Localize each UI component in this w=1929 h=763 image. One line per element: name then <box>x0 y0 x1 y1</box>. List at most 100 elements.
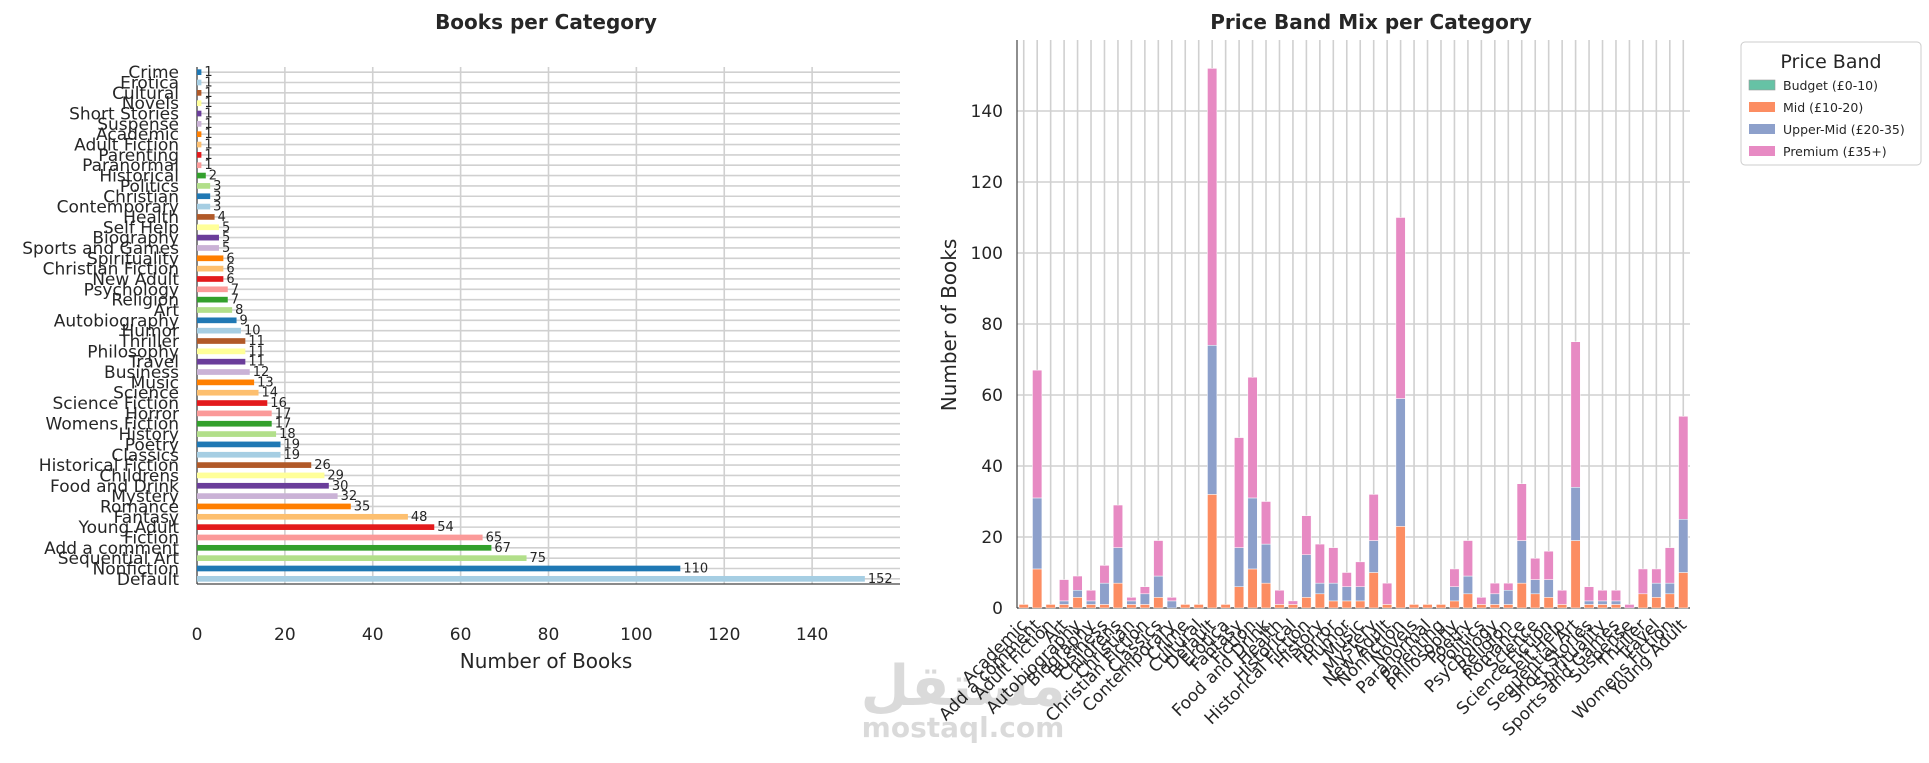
left-bar <box>197 555 527 561</box>
left-value-label: 30 <box>332 479 349 494</box>
left-category-label: Womens Fiction <box>46 415 179 435</box>
left-value-label: 3 <box>213 200 221 215</box>
right-bar-segment <box>1516 483 1527 541</box>
left-value-label: 7 <box>231 293 239 308</box>
right-bar-segment <box>1664 582 1675 595</box>
left-x-tick-label: 120 <box>708 625 740 645</box>
left-bar <box>197 152 202 158</box>
left-category-label: Art <box>154 301 180 321</box>
left-value-label: 152 <box>868 572 893 587</box>
left-value-label: 6 <box>226 251 234 266</box>
right-bar-segment <box>1557 604 1568 609</box>
right-bar-segment <box>1328 582 1339 602</box>
left-category-label: Contemporary <box>57 198 179 218</box>
left-value-label: 1 <box>204 117 212 132</box>
right-bar-segment <box>1018 604 1029 609</box>
right-bar-segment <box>1530 558 1541 580</box>
left-value-label: 5 <box>222 231 230 246</box>
right-bar-segment <box>1651 568 1662 584</box>
right-bar-segment <box>1516 582 1527 609</box>
left-bar <box>197 276 224 282</box>
left-category-label: Politics <box>120 177 179 197</box>
left-bar <box>197 513 408 520</box>
right-bar-segment <box>1032 497 1043 570</box>
left-value-label: 11 <box>248 355 265 370</box>
right-bar-segment <box>1153 597 1164 609</box>
right-bar-segment <box>1489 593 1500 605</box>
left-value-label: 75 <box>530 551 547 566</box>
right-bar-segment <box>1422 604 1433 609</box>
left-category-label: Nonfiction <box>92 559 179 579</box>
left-value-label: 18 <box>279 427 296 442</box>
right-bar-segment <box>1611 604 1621 609</box>
right-bar-segment <box>1368 572 1379 609</box>
right-bar-segment <box>1328 547 1339 584</box>
right-bar-segment <box>1503 582 1514 591</box>
legend-swatch <box>1748 79 1776 91</box>
left-category-label: Christian <box>103 187 179 207</box>
right-bar-segment <box>1382 582 1393 605</box>
left-bar <box>197 534 483 541</box>
left-bar <box>197 214 215 220</box>
right-bar-segment <box>1597 590 1608 602</box>
left-bar <box>197 110 202 117</box>
left-bar <box>197 524 435 530</box>
left-category-label: Fiction <box>124 528 179 548</box>
left-category-label: Add a comment <box>44 539 179 559</box>
right-bar-segment <box>1099 604 1110 609</box>
left-value-label: 5 <box>222 220 230 235</box>
right-bar-segment <box>1261 543 1271 584</box>
left-bar <box>197 69 202 76</box>
right-bar-segment <box>1072 575 1083 591</box>
left-value-label: 7 <box>231 282 239 297</box>
right-bar-segment <box>1503 590 1514 605</box>
right-bar-segment <box>1274 604 1285 609</box>
left-bar <box>197 410 272 417</box>
left-value-label: 4 <box>218 210 226 225</box>
right-bar-segment <box>1395 217 1406 399</box>
left-bar <box>197 441 281 448</box>
right-bar-segment <box>1086 600 1096 605</box>
right-bar-segment <box>1355 586 1366 602</box>
left-value-label: 9 <box>240 313 248 328</box>
right-bar-segment <box>1112 504 1123 548</box>
right-bar-segment <box>1449 600 1460 609</box>
left-category-label: Science Fiction <box>53 394 179 414</box>
legend-entry-label: Budget (£0-10) <box>1783 78 1878 93</box>
right-bar-segment <box>1274 590 1285 605</box>
left-bar <box>197 493 338 499</box>
left-value-label: 19 <box>283 448 300 463</box>
right-bar-segment <box>1112 547 1123 584</box>
right-bar-segment <box>1059 579 1070 602</box>
left-category-label: Crime <box>128 63 179 83</box>
right-bar-segment <box>1597 600 1608 605</box>
left-category-label: Childrens <box>99 466 179 486</box>
right-bar-segment <box>1678 416 1689 520</box>
left-category-label: Music <box>131 373 179 393</box>
right-bar-segment <box>1395 526 1406 609</box>
left-value-label: 6 <box>226 272 234 287</box>
right-bar-segment <box>1287 600 1298 605</box>
right-y-axis-label: Number of Books <box>937 239 961 412</box>
left-x-tick-label: 60 <box>450 625 472 645</box>
right-bar-segment <box>1624 604 1635 609</box>
left-category-label: Novels <box>122 94 179 114</box>
left-category-label: Mystery <box>111 487 179 507</box>
left-category-label: Travel <box>127 353 179 373</box>
left-value-label: 65 <box>486 530 503 545</box>
right-bar-segment <box>1584 586 1595 602</box>
left-category-label: Biography <box>92 229 179 249</box>
right-bar-segment <box>1651 597 1662 609</box>
right-bar-segment <box>1530 579 1541 595</box>
right-bar-segment <box>1611 590 1621 602</box>
right-bar-segment <box>1153 575 1164 598</box>
right-bar-segment <box>1543 579 1554 598</box>
right-bar-segment <box>1368 494 1379 541</box>
left-bar <box>197 389 259 396</box>
right-bar-segment <box>1247 377 1258 499</box>
right-bar-segment <box>1126 600 1137 605</box>
right-bar-segment <box>1234 586 1245 609</box>
left-bar <box>197 265 224 272</box>
left-bar <box>197 327 241 334</box>
